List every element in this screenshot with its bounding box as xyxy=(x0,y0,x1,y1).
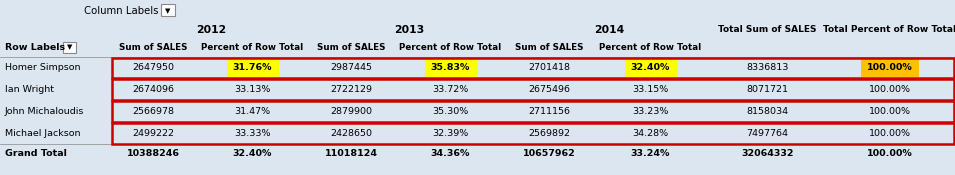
Text: 2569892: 2569892 xyxy=(528,128,570,138)
Text: 2722129: 2722129 xyxy=(330,85,372,93)
Bar xyxy=(112,100,954,121)
Text: Sum of SALES: Sum of SALES xyxy=(119,43,188,52)
Bar xyxy=(425,58,477,76)
Bar xyxy=(112,122,954,144)
Text: Percent of Row Total: Percent of Row Total xyxy=(202,43,304,52)
Text: Sum of SALES: Sum of SALES xyxy=(317,43,386,52)
Text: 35.30%: 35.30% xyxy=(433,107,469,116)
Text: 32.40%: 32.40% xyxy=(233,149,272,158)
Bar xyxy=(160,4,175,16)
Text: 7497764: 7497764 xyxy=(747,128,789,138)
Text: 2014: 2014 xyxy=(594,25,625,35)
Text: Total Percent of Row Total: Total Percent of Row Total xyxy=(823,26,955,34)
Text: 2428650: 2428650 xyxy=(330,128,372,138)
Text: 100.00%: 100.00% xyxy=(869,85,911,93)
Text: 33.15%: 33.15% xyxy=(632,85,668,93)
Text: 35.83%: 35.83% xyxy=(431,63,470,72)
Text: 2879900: 2879900 xyxy=(330,107,372,116)
Text: 100.00%: 100.00% xyxy=(867,149,913,158)
Bar xyxy=(112,58,954,78)
Text: 8071721: 8071721 xyxy=(747,85,789,93)
Text: 33.33%: 33.33% xyxy=(234,128,271,138)
Text: 32.40%: 32.40% xyxy=(631,63,670,72)
Text: Row Labels: Row Labels xyxy=(5,43,65,52)
Text: 2674096: 2674096 xyxy=(133,85,175,93)
Text: 2711156: 2711156 xyxy=(528,107,570,116)
Text: 32.39%: 32.39% xyxy=(433,128,469,138)
Text: 31.47%: 31.47% xyxy=(234,107,270,116)
Text: Michael Jackson: Michael Jackson xyxy=(5,128,80,138)
Text: 31.76%: 31.76% xyxy=(233,63,272,72)
Text: John Michaloudis: John Michaloudis xyxy=(5,107,84,116)
Text: 2012: 2012 xyxy=(196,25,226,35)
Text: 33.23%: 33.23% xyxy=(632,107,668,116)
Text: 34.36%: 34.36% xyxy=(431,149,470,158)
Text: 2675496: 2675496 xyxy=(528,85,570,93)
Text: 2499222: 2499222 xyxy=(133,128,175,138)
Bar xyxy=(226,58,279,76)
Text: 2987445: 2987445 xyxy=(330,63,372,72)
Bar xyxy=(861,58,919,76)
Text: Sum of SALES: Sum of SALES xyxy=(516,43,584,52)
Text: Percent of Row Total: Percent of Row Total xyxy=(399,43,501,52)
Text: 8336813: 8336813 xyxy=(746,63,789,72)
Text: 33.13%: 33.13% xyxy=(234,85,270,93)
Text: 2566978: 2566978 xyxy=(133,107,175,116)
Text: 2701418: 2701418 xyxy=(528,63,570,72)
Text: ▼: ▼ xyxy=(67,44,73,51)
Text: 33.72%: 33.72% xyxy=(433,85,469,93)
Text: Percent of Row Total: Percent of Row Total xyxy=(600,43,702,52)
Text: Column Labels: Column Labels xyxy=(84,6,159,16)
Text: 10388246: 10388246 xyxy=(127,149,180,158)
Text: 32064332: 32064332 xyxy=(741,149,794,158)
Text: 100.00%: 100.00% xyxy=(869,128,911,138)
Text: 2013: 2013 xyxy=(393,25,424,35)
Text: 2647950: 2647950 xyxy=(133,63,175,72)
Text: Grand Total: Grand Total xyxy=(5,149,67,158)
Text: ▼: ▼ xyxy=(165,8,170,14)
Text: 33.24%: 33.24% xyxy=(631,149,670,158)
Bar xyxy=(625,58,676,76)
Text: 8158034: 8158034 xyxy=(747,107,789,116)
Text: 11018124: 11018124 xyxy=(325,149,378,158)
Text: 100.00%: 100.00% xyxy=(869,107,911,116)
Text: 10657962: 10657962 xyxy=(523,149,576,158)
Bar xyxy=(63,41,76,52)
Bar xyxy=(112,79,954,100)
Text: Ian Wright: Ian Wright xyxy=(5,85,54,93)
Text: 100.00%: 100.00% xyxy=(867,63,913,72)
Text: Total Sum of SALES: Total Sum of SALES xyxy=(718,26,817,34)
Text: 34.28%: 34.28% xyxy=(632,128,668,138)
Text: Homer Simpson: Homer Simpson xyxy=(5,63,80,72)
